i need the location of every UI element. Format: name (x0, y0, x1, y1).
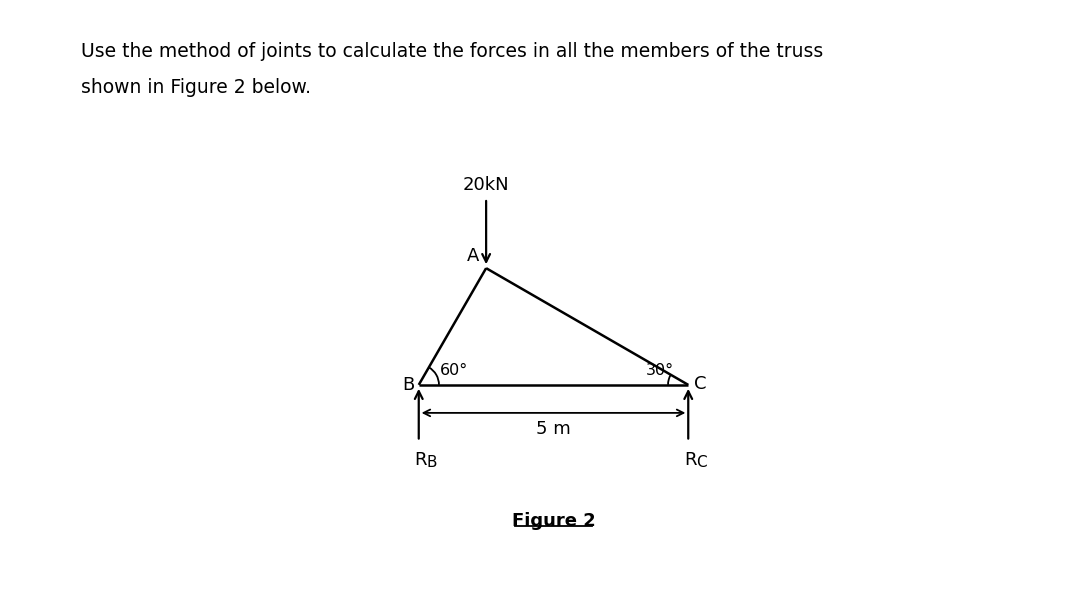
Text: 20kN: 20kN (463, 176, 510, 194)
Text: B: B (427, 455, 436, 470)
Text: A: A (468, 247, 480, 265)
Text: shown in Figure 2 below.: shown in Figure 2 below. (81, 78, 311, 98)
Text: Use the method of joints to calculate the forces in all the members of the truss: Use the method of joints to calculate th… (81, 42, 823, 61)
Text: 30°: 30° (646, 364, 674, 379)
Text: R: R (684, 451, 697, 469)
Text: Figure 2: Figure 2 (512, 512, 595, 530)
Text: C: C (693, 375, 706, 393)
Text: 5 m: 5 m (536, 420, 571, 438)
Text: C: C (696, 455, 706, 470)
Text: R: R (415, 451, 427, 469)
Text: 60°: 60° (441, 363, 469, 378)
Text: B: B (402, 376, 415, 394)
